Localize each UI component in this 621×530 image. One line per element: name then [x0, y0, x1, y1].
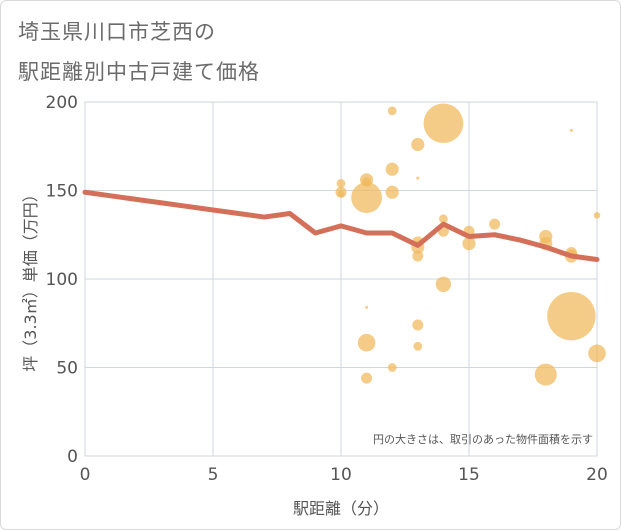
- y-tick-label: 100: [46, 270, 78, 290]
- data-bubble: [462, 237, 476, 251]
- y-tick-label: 50: [56, 359, 78, 379]
- data-bubble: [385, 185, 399, 199]
- data-bubble: [361, 372, 373, 384]
- x-tick-label: 5: [208, 465, 219, 485]
- y-tick-label: 150: [46, 182, 78, 202]
- data-bubble: [411, 137, 425, 152]
- x-tick-label: 20: [586, 465, 608, 485]
- data-bubble: [423, 103, 464, 144]
- data-bubble: [387, 363, 397, 372]
- data-bubble: [435, 276, 452, 293]
- data-bubble: [412, 319, 424, 331]
- bubble-group: [335, 103, 606, 386]
- data-bubble: [593, 211, 601, 219]
- data-bubble: [413, 341, 423, 351]
- data-bubble: [365, 305, 369, 309]
- x-axis-title: 駅距離（分）: [293, 499, 389, 518]
- data-bubble: [416, 176, 420, 180]
- bubble-size-note: 円の大きさは、取引のあった物件面積を示す: [373, 432, 593, 446]
- data-bubble: [547, 291, 596, 341]
- data-bubble: [489, 218, 501, 230]
- y-tick-label: 0: [67, 447, 78, 467]
- data-bubble: [588, 344, 606, 363]
- data-bubble: [412, 250, 424, 262]
- data-bubble: [357, 333, 376, 352]
- data-bubble: [351, 182, 382, 213]
- data-bubble: [337, 190, 345, 198]
- data-bubble: [385, 162, 399, 176]
- data-bubble: [534, 363, 557, 386]
- data-bubble: [336, 179, 346, 188]
- x-tick-label: 10: [330, 465, 352, 485]
- y-axis-title: 坪（3.3㎡）単価（万円）: [21, 186, 40, 371]
- x-tick-label: 15: [458, 465, 480, 485]
- data-bubble: [387, 106, 397, 116]
- average-price-line: [82, 189, 600, 263]
- y-tick-label: 200: [46, 93, 78, 113]
- chart-title-line-1: 埼玉県川口市芝西の: [18, 20, 216, 44]
- x-tick-label: 0: [80, 465, 91, 485]
- data-bubble: [569, 128, 573, 132]
- data-bubble: [439, 214, 448, 224]
- chart-title-line-2: 駅距離別中古戸建て価格: [18, 60, 260, 84]
